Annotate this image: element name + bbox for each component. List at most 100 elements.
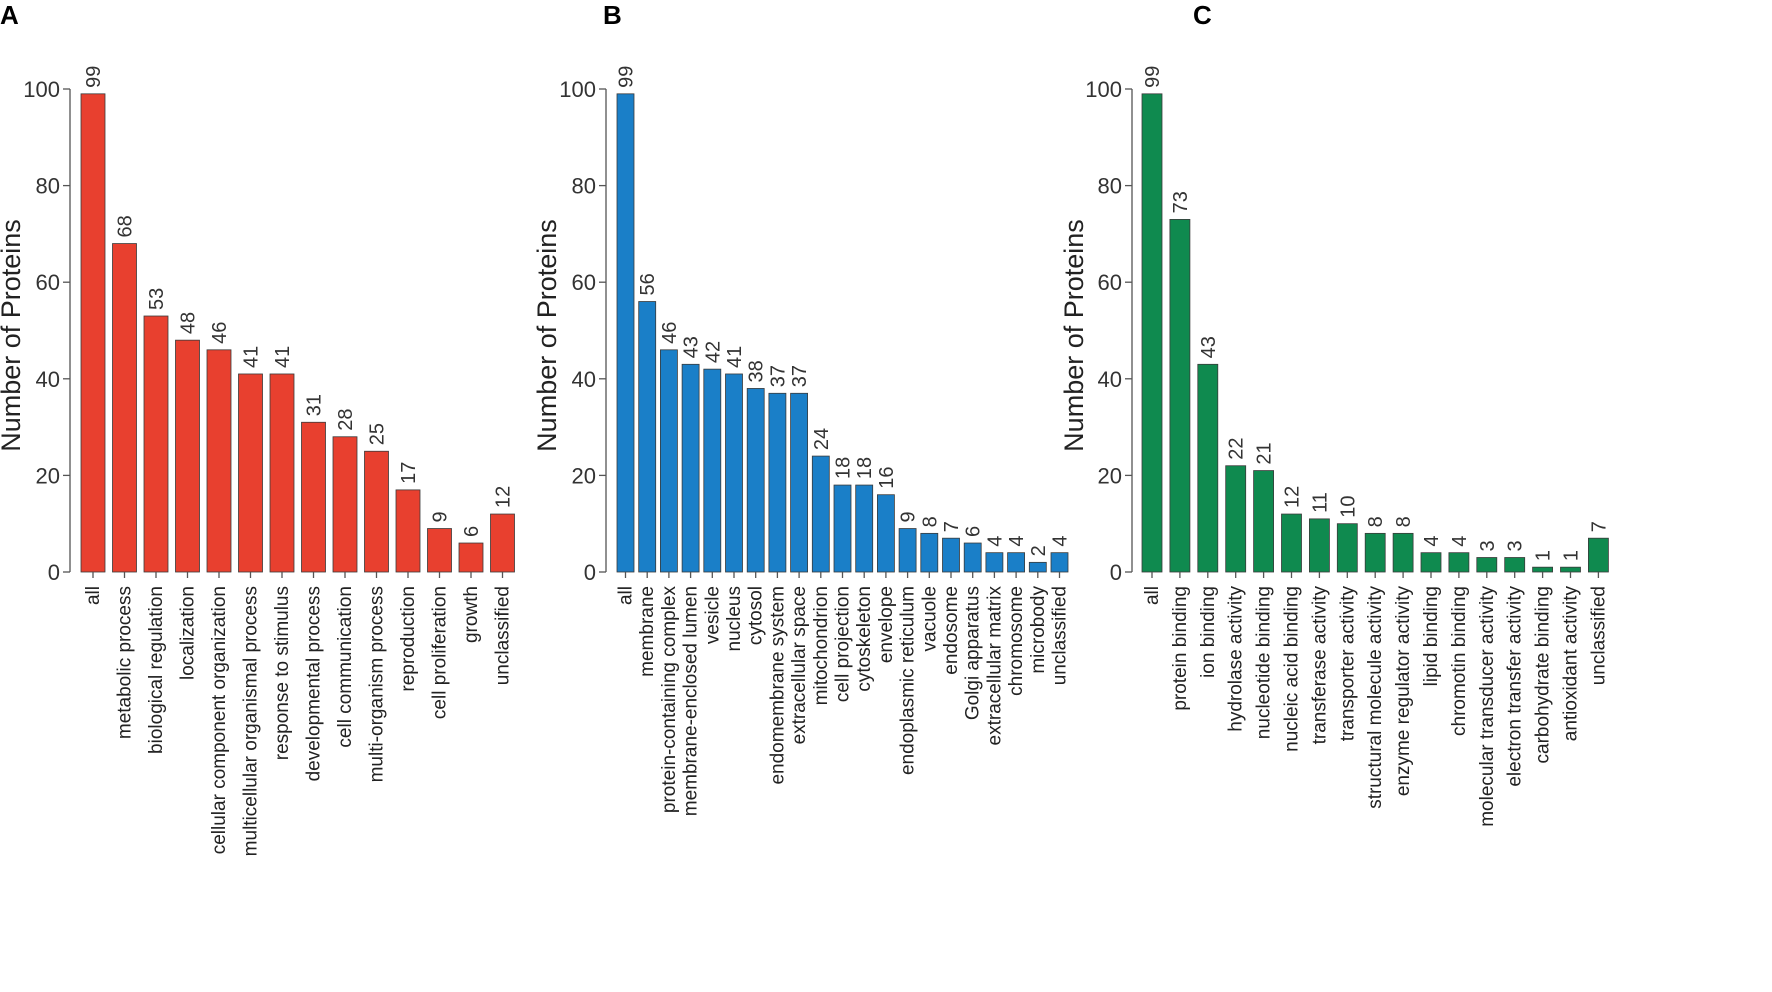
x-category-label: structural molecule activity	[1365, 586, 1386, 809]
y-tick-label: 80	[572, 174, 596, 199]
x-category-label: molecular transducer activity	[1477, 586, 1498, 827]
bar	[703, 368, 722, 573]
bar	[1420, 552, 1442, 573]
bar	[1028, 561, 1047, 573]
x-category-label: protein binding	[1170, 586, 1191, 711]
x-category-label: all	[83, 586, 104, 605]
bar-value-label: 11	[1309, 492, 1331, 513]
bar	[458, 542, 484, 573]
bar	[1336, 523, 1358, 573]
bar-value-label: 10	[1337, 495, 1359, 517]
bar	[1476, 557, 1498, 573]
y-axis-label-c: Number of Proteins	[1059, 219, 1089, 452]
bar-value-label: 38	[746, 360, 768, 382]
y-tick-label: 20	[1098, 463, 1122, 488]
bar-value-label: 1	[1561, 550, 1583, 561]
x-category-label: cell communication	[335, 586, 356, 748]
bar-value-label: 16	[876, 466, 898, 488]
bar	[616, 93, 635, 573]
x-category-label: cell projection	[833, 586, 854, 702]
bar-value-label: 1	[1533, 550, 1555, 561]
bar	[332, 436, 358, 573]
bar-value-label: 31	[304, 394, 326, 416]
y-tick-label: 60	[572, 270, 596, 295]
bar-value-label: 4	[984, 536, 1006, 547]
x-category-label: membrane	[637, 586, 658, 677]
bar-value-label: 4	[1006, 536, 1028, 547]
x-category-label: cytoskeleton	[854, 586, 875, 692]
x-category-label: endomembrane system	[767, 586, 788, 785]
x-category-label: hydrolase activity	[1226, 586, 1247, 732]
bar-value-label: 28	[335, 409, 357, 431]
bar	[725, 373, 743, 573]
y-tick-label: 80	[1098, 174, 1122, 199]
bar	[143, 315, 169, 573]
bar	[638, 301, 657, 573]
bar-value-label: 42	[702, 341, 724, 363]
x-category-label: developmental process	[304, 586, 325, 781]
x-category-label: nucleotide binding	[1254, 586, 1275, 739]
x-category-label: chromotin binding	[1449, 586, 1470, 736]
bar-value-label: 18	[833, 457, 855, 479]
bar-value-label: 48	[178, 312, 200, 334]
bar-value-label: 2	[1028, 545, 1050, 556]
x-category-label: lipid binding	[1421, 586, 1442, 686]
x-category-label: all	[616, 586, 637, 605]
bar	[1141, 93, 1163, 573]
bar	[1448, 552, 1470, 573]
y-tick-label: 100	[1085, 77, 1122, 102]
bar-value-label: 4	[1449, 536, 1471, 547]
bar-value-label: 8	[919, 516, 941, 527]
x-category-label: envelope	[876, 586, 897, 663]
bar-value-label: 6	[461, 526, 483, 537]
x-category-label: localization	[178, 586, 199, 680]
bar	[206, 349, 232, 573]
bar	[855, 484, 874, 573]
bar-value-label: 22	[1226, 437, 1248, 459]
bar-value-label: 41	[241, 346, 263, 368]
bar	[1309, 518, 1330, 573]
bar	[833, 484, 852, 573]
y-tick-label: 20	[572, 463, 596, 488]
bar-value-label: 46	[209, 322, 231, 344]
bar-value-label: 4	[1050, 536, 1072, 547]
y-tick-label: 60	[36, 270, 60, 295]
bar	[877, 494, 895, 573]
bar	[811, 455, 830, 573]
y-tick-label: 60	[1098, 270, 1122, 295]
bar-value-label: 9	[430, 511, 452, 522]
bar-value-label: 56	[637, 273, 659, 295]
x-category-label: nucleus	[724, 586, 745, 652]
bar-value-label: 68	[115, 215, 137, 237]
bar-value-label: 17	[398, 462, 420, 484]
bar-value-label: 43	[1198, 336, 1220, 358]
bar-value-label: 37	[789, 365, 811, 387]
bar	[1253, 470, 1274, 573]
y-tick-label: 0	[584, 560, 596, 585]
x-category-label: cellular component organization	[209, 586, 230, 854]
bar	[427, 528, 452, 573]
y-tick-label: 0	[48, 560, 60, 585]
bar-value-label: 8	[1393, 516, 1415, 527]
bar	[681, 363, 700, 573]
chart-panel-a: A Number of Proteins 0 20 40 60 80 100 99 all 68 me…	[0, 0, 515, 856]
x-category-label: ion binding	[1198, 586, 1219, 678]
bar	[898, 528, 917, 573]
x-category-label: unclassified	[1050, 586, 1071, 685]
bar	[1225, 465, 1247, 573]
y-tick-label: 100	[559, 77, 596, 102]
bar-value-label: 8	[1365, 516, 1387, 527]
bar	[1007, 552, 1025, 573]
bar	[175, 339, 200, 573]
y-tick-label: 40	[1098, 367, 1122, 392]
bar	[80, 93, 106, 573]
x-category-label: transporter activity	[1337, 586, 1358, 742]
y-tick-label: 20	[36, 463, 60, 488]
y-tick-label: 100	[23, 77, 60, 102]
bar	[1169, 219, 1191, 573]
x-category-label: carbohydrate binding	[1533, 586, 1554, 763]
x-category-label: multicellular organismal process	[241, 586, 262, 856]
bar-value-label: 43	[681, 336, 703, 358]
bar	[942, 537, 960, 573]
x-category-label: vacuole	[919, 586, 940, 652]
